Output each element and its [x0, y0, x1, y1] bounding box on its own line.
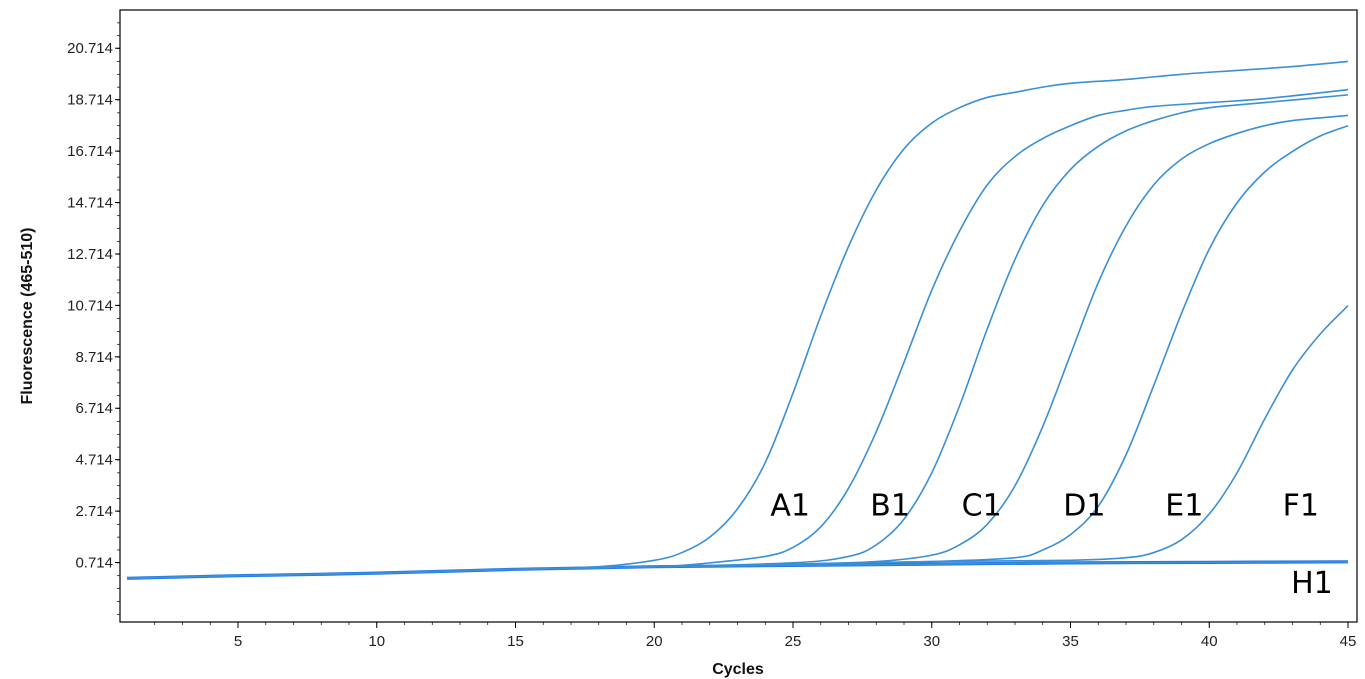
x-tick-label: 35: [1062, 633, 1079, 650]
y-tick-label: 4.714: [75, 452, 113, 469]
y-tick-label: 16.714: [67, 143, 113, 160]
x-tick-label: 40: [1201, 633, 1218, 650]
y-tick-label: 20.714: [67, 40, 113, 57]
x-tick-label: 5: [234, 633, 242, 650]
y-tick-label: 2.714: [75, 503, 113, 520]
y-axis: 0.714 2.714 4.714 6.714 8.714 10.714 12.714 14.…: [67, 22, 120, 615]
x-tick-label: 15: [507, 633, 524, 650]
x-tick-label: 45: [1340, 633, 1357, 650]
y-tick-label: 6.714: [75, 400, 113, 417]
series-line-h1: [126, 561, 1349, 580]
series-layer: [126, 60, 1349, 580]
x-tick-label: 20: [646, 633, 663, 650]
x-tick-label: 30: [923, 633, 940, 650]
x-tick-label: 25: [785, 633, 802, 650]
x-axis-title: Cycles: [712, 661, 764, 678]
plot-area: [119, 9, 1358, 623]
curve-label-f1: F1: [1283, 489, 1319, 524]
curve-label-b1: B1: [870, 489, 910, 524]
y-tick-label: 0.714: [75, 554, 113, 571]
curve-label-a1: A1: [770, 489, 810, 524]
y-tick-label: 10.714: [67, 297, 113, 314]
curve-label-e1: E1: [1165, 489, 1203, 524]
curve-label-c1: C1: [962, 489, 1002, 524]
y-axis-title: Fluorescence (465-510): [19, 228, 36, 405]
curve-label-h1: H1: [1291, 566, 1333, 601]
curve-label-d1: D1: [1063, 489, 1105, 524]
y-tick-label: 12.714: [67, 246, 113, 263]
x-axis: 5 10 15 20 25 30 35 40 45: [154, 622, 1357, 650]
y-tick-label: 8.714: [75, 349, 113, 366]
y-tick-label: 14.714: [67, 194, 113, 211]
curve-labels: A1 B1 C1 D1 E1 F1 H1: [770, 489, 1332, 601]
y-tick-label: 18.714: [67, 92, 113, 109]
x-tick-label: 10: [368, 633, 385, 650]
